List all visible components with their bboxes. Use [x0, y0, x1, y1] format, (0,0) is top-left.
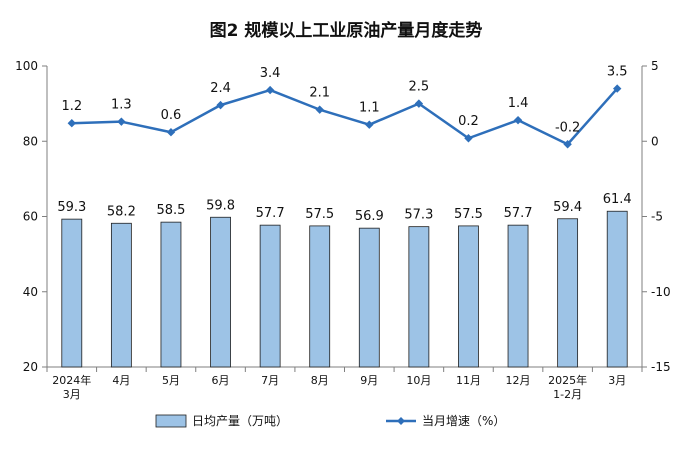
- right-tick-label: -15: [651, 360, 671, 374]
- left-tick-label: 20: [23, 360, 38, 374]
- growth-line: [71, 87, 619, 146]
- line-data-label: 2.1: [309, 86, 330, 101]
- x-tick-label-line: 2025年: [548, 373, 587, 387]
- line-point: [166, 128, 176, 137]
- line-point: [315, 105, 324, 114]
- x-tick-label-line: 8月: [311, 374, 329, 387]
- bar-data-label: 57.7: [504, 206, 533, 221]
- bar: [61, 218, 83, 368]
- x-tick-label: 2025年 1-2月: [548, 373, 587, 401]
- x-tick-label: 9月: [360, 374, 378, 387]
- x-tick-label-line: 3月: [608, 374, 626, 387]
- x-tick-label: 8月: [311, 374, 329, 387]
- legend-bar-swatch: [155, 414, 187, 428]
- bar-data-label: 61.4: [603, 192, 632, 207]
- bar: [408, 226, 430, 368]
- x-tick-label-line: 3月: [63, 388, 81, 401]
- line-data-label: 1.2: [61, 99, 82, 114]
- right-tick-label: -10: [651, 285, 671, 299]
- bar: [160, 221, 182, 368]
- line-data-label: 1.4: [508, 96, 529, 111]
- line-point: [117, 117, 126, 126]
- left-tick-label: 100: [15, 59, 38, 73]
- line-point: [265, 85, 275, 95]
- line-point: [513, 115, 523, 125]
- bar: [606, 210, 628, 368]
- x-tick-label: 12月: [506, 374, 531, 387]
- x-tick-label-line: 9月: [360, 374, 378, 387]
- bar: [309, 225, 331, 368]
- bar-data-label: 57.3: [404, 208, 433, 223]
- line-point: [216, 100, 225, 110]
- line-point: [414, 99, 424, 108]
- x-tick-label-line: 2024年: [52, 373, 91, 387]
- bar-data-label: 56.9: [355, 209, 384, 224]
- bar-data-label: 59.4: [553, 200, 582, 215]
- line-point: [563, 140, 572, 149]
- line-data-label: -0.2: [555, 120, 580, 135]
- bar: [210, 216, 231, 368]
- x-tick-label-line: 11月: [456, 374, 481, 387]
- legend-line-label: 当月增速（%）: [422, 414, 505, 428]
- right-tick-label: 5: [651, 59, 659, 73]
- legend-line-marker: [397, 417, 405, 425]
- line-point: [67, 118, 76, 128]
- right-tick-label: -5: [651, 210, 663, 224]
- legend: 日均产量（万吨） 当月增速（%）: [155, 414, 505, 428]
- bar: [110, 222, 132, 368]
- x-tick-label-line: 12月: [506, 374, 531, 387]
- x-tick-label: 11月: [456, 374, 481, 387]
- line-data-label: 1.3: [111, 98, 132, 113]
- bar-data-label: 58.5: [156, 203, 185, 218]
- x-tick-label: 4月: [112, 374, 130, 387]
- bar-data-label: 58.2: [107, 204, 136, 219]
- x-tick-label-line: 7月: [261, 374, 279, 387]
- line-data-label: 2.4: [210, 81, 231, 96]
- line-data-label: 3.4: [260, 66, 281, 81]
- line-point: [464, 134, 473, 143]
- x-tick-label: 7月: [261, 374, 279, 387]
- x-tick-label-line: 5月: [162, 374, 180, 387]
- bar: [507, 224, 529, 368]
- x-tick-label-line: 10月: [406, 374, 431, 387]
- line-data-label: 2.5: [409, 80, 430, 95]
- bar: [458, 225, 479, 368]
- x-tick-label: 2024年 3月: [52, 373, 91, 401]
- line-point: [365, 120, 374, 129]
- left-tick-label: 80: [23, 134, 38, 148]
- line-data-label: 3.5: [607, 65, 628, 80]
- line-data-label: 1.1: [359, 101, 380, 116]
- bar-data-label: 59.8: [206, 198, 235, 213]
- bar-data-label: 57.5: [305, 207, 334, 222]
- line-data-label: 0.2: [458, 114, 479, 129]
- x-tick-label-line: 1-2月: [553, 388, 582, 401]
- x-tick-label-line: 6月: [212, 374, 230, 387]
- bar-data-label: 57.7: [256, 206, 285, 221]
- chart-title: 图2 规模以上工业原油产量月度走势: [210, 20, 483, 41]
- x-tick-label: 3月: [608, 374, 626, 387]
- legend-bar-label: 日均产量（万吨）: [192, 414, 288, 428]
- bar: [259, 224, 281, 368]
- bar-data-label: 57.5: [454, 207, 483, 222]
- line-point: [613, 84, 622, 93]
- line-data-label: 0.6: [161, 108, 182, 123]
- left-tick-label: 40: [23, 285, 38, 299]
- bar: [358, 227, 380, 368]
- x-tick-label: 5月: [162, 374, 180, 387]
- x-tick-label: 10月: [406, 374, 431, 387]
- left-tick-label: 60: [23, 210, 38, 224]
- right-tick-label: 0: [651, 134, 659, 148]
- bar-data-label: 59.3: [57, 200, 86, 215]
- x-tick-label-line: 4月: [112, 374, 130, 387]
- x-tick-label: 6月: [212, 374, 230, 387]
- bar: [557, 218, 579, 368]
